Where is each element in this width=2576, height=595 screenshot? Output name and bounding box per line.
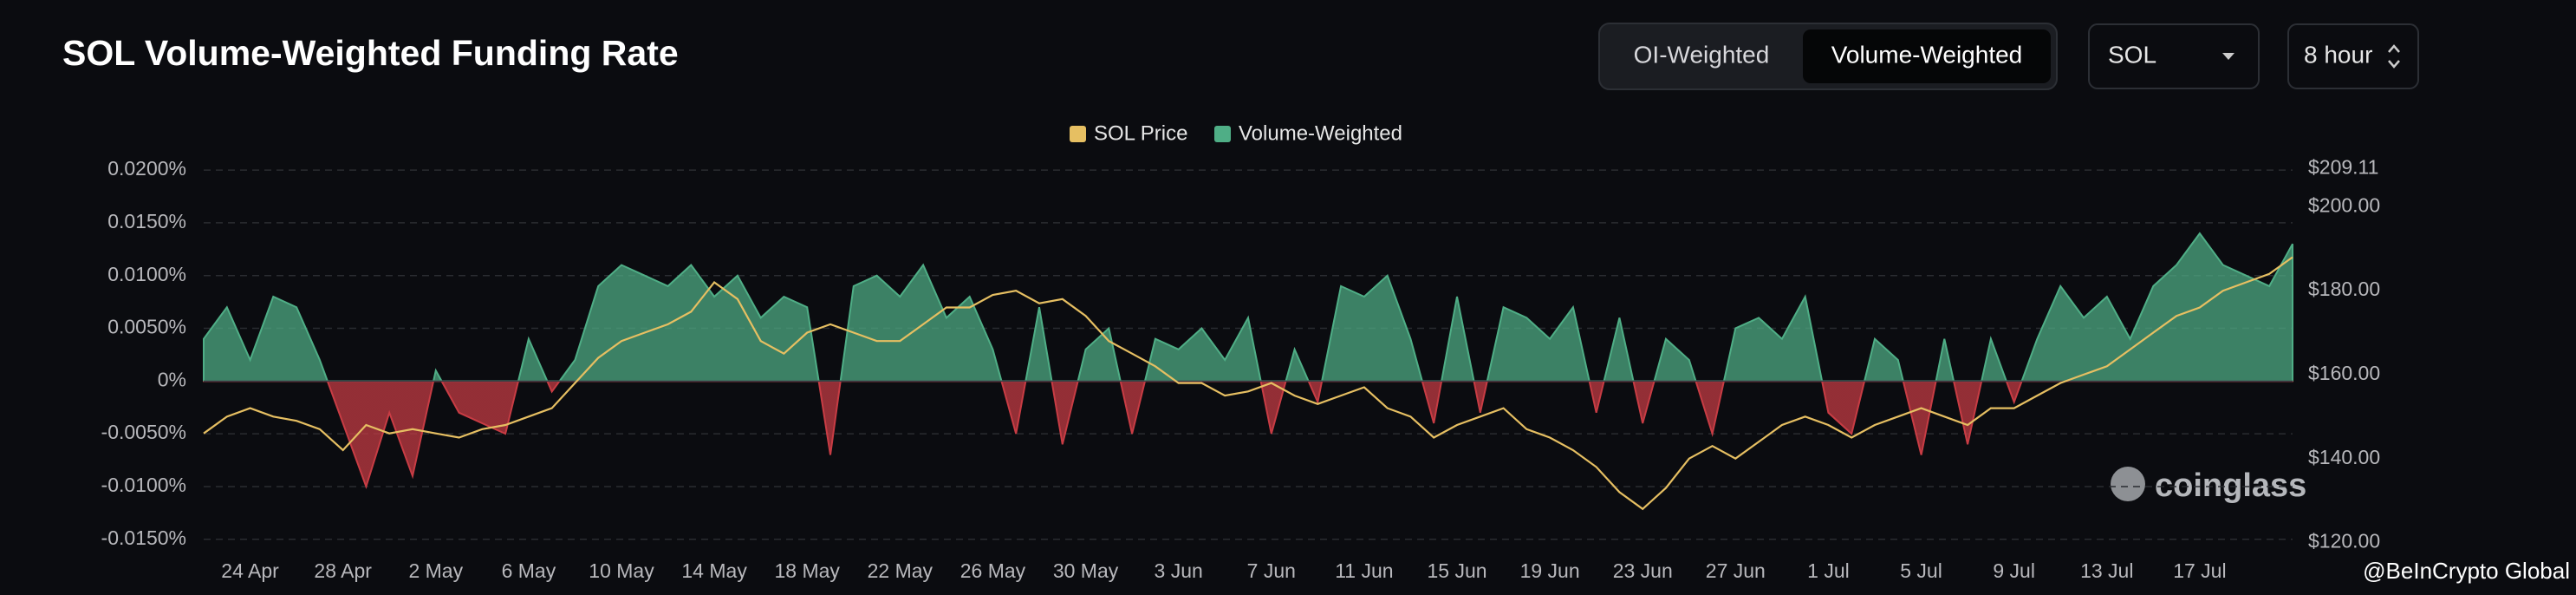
y-tick-label: 0.0200%: [107, 157, 186, 180]
y-tick-label: 0%: [158, 368, 186, 390]
x-tick-label: 1 Jul: [1807, 559, 1850, 582]
watermark: coinglass: [2155, 468, 2306, 504]
x-tick-label: 27 Jun: [1706, 559, 1766, 582]
toggle-button[interactable]: OI-Weighted: [1634, 41, 1770, 68]
y2-tick-label: $120.00: [2308, 530, 2380, 552]
watermark-logo: [2111, 467, 2145, 501]
x-tick-label: 7 Jun: [1247, 559, 1296, 582]
y-tick-label: 0.0100%: [107, 263, 186, 285]
y-tick-label: 0.0150%: [107, 210, 186, 232]
x-tick-label: 23 Jun: [1613, 559, 1673, 582]
x-tick-label: 15 Jun: [1427, 559, 1486, 582]
x-tick-label: 22 May: [868, 559, 933, 582]
x-tick-label: 6 May: [502, 559, 556, 582]
x-tick-label: 10 May: [589, 559, 654, 582]
y-tick-label: -0.0100%: [101, 474, 186, 496]
legend-label: Volume-Weighted: [1239, 121, 1402, 145]
x-tick-label: 11 Jun: [1335, 559, 1393, 582]
x-tick-label: 14 May: [681, 559, 747, 582]
dropdown-arrow: [2222, 53, 2234, 60]
x-tick-label: 13 Jul: [2080, 559, 2133, 582]
x-tick-label: 5 Jul: [1900, 559, 1942, 582]
x-tick-label: 30 May: [1053, 559, 1119, 582]
legend-swatch: [1070, 126, 1086, 142]
x-tick-label: 19 Jun: [1520, 559, 1580, 582]
y2-tick-label: $180.00: [2308, 278, 2380, 300]
y-tick-label: 0.0050%: [107, 316, 186, 338]
stepper-icon: [2388, 44, 2400, 69]
legend-swatch: [1214, 126, 1231, 142]
toggle-button[interactable]: Volume-Weighted: [1831, 41, 2023, 68]
toggle-active[interactable]: [1803, 29, 2051, 83]
interval-label: 8 hour: [2304, 41, 2372, 68]
x-tick-label: 17 Jul: [2173, 559, 2226, 582]
y2-tick-label: $160.00: [2308, 362, 2380, 384]
y-tick-label: -0.0050%: [101, 421, 186, 443]
x-tick-label: 26 May: [960, 559, 1026, 582]
interval-select[interactable]: [2287, 23, 2419, 89]
coin-select[interactable]: [2088, 23, 2260, 89]
x-tick-label: 24 Apr: [221, 559, 279, 582]
y2-tick-label: $200.00: [2308, 193, 2380, 216]
coin-label: SOL: [2108, 41, 2156, 68]
y2-tick-label: $140.00: [2308, 446, 2380, 468]
y2-tick-label: $209.11: [2308, 155, 2378, 178]
y-tick-label: -0.0150%: [101, 526, 186, 549]
funding-area: [203, 232, 2293, 490]
price-line: [203, 256, 2293, 511]
x-tick-label: 3 Jun: [1155, 559, 1203, 582]
legend-label: SOL Price: [1094, 121, 1187, 145]
x-tick-label: 9 Jul: [1993, 559, 2035, 582]
x-tick-label: 2 May: [408, 559, 463, 582]
x-tick-label: 28 Apr: [314, 559, 372, 582]
credit: @BeInCrypto Global: [2363, 558, 2570, 584]
x-tick-label: 18 May: [775, 559, 841, 582]
chart-title: SOL Volume-Weighted Funding Rate: [62, 33, 679, 73]
